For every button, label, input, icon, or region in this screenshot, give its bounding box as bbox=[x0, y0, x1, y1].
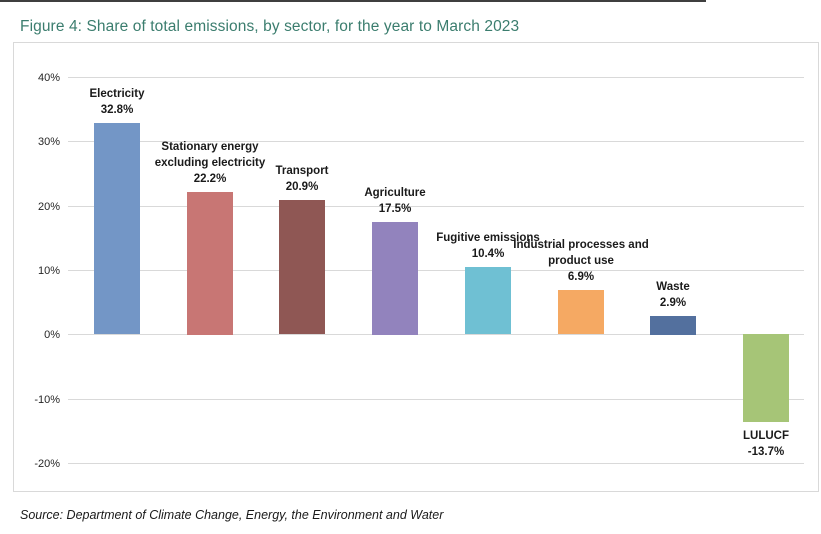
bar-lulucf bbox=[743, 334, 789, 422]
bar-label-line: 17.5% bbox=[378, 203, 412, 215]
bar-label-line: -13.7% bbox=[747, 446, 785, 458]
bar-stationary-energy-excluding-electricity bbox=[187, 192, 233, 335]
gridline bbox=[68, 141, 804, 142]
bar-label-line: 2.9% bbox=[659, 297, 687, 309]
bar-label-line: Industrial processes and bbox=[513, 239, 649, 251]
bar-waste bbox=[650, 316, 696, 335]
y-axis-tick-label: 30% bbox=[37, 136, 60, 148]
y-axis-tick-label: -20% bbox=[34, 458, 60, 470]
bar-label-line: Transport bbox=[275, 165, 329, 177]
gridline bbox=[68, 463, 804, 464]
gridline bbox=[68, 334, 804, 335]
source-note: Source: Department of Climate Change, En… bbox=[20, 508, 444, 522]
bar-label-transport: Transport 20.9% bbox=[217, 163, 387, 195]
bar-label-line: 6.9% bbox=[567, 271, 595, 283]
bar-label-line: Agriculture bbox=[364, 187, 426, 199]
bar-electricity bbox=[94, 123, 140, 334]
bar-fugitive-emissions bbox=[465, 267, 511, 334]
bar-label-line: 20.9% bbox=[285, 181, 319, 193]
gridline bbox=[68, 399, 804, 400]
y-axis-tick-label: -10% bbox=[34, 394, 60, 406]
bar-industrial-processes-and-product-use bbox=[558, 290, 604, 334]
bar-label-line: Electricity bbox=[89, 88, 145, 100]
bar-label-industrial-processes-and-product-use: Industrial processes and product use 6.9% bbox=[496, 237, 666, 285]
y-axis-tick-label: 10% bbox=[37, 265, 60, 277]
chart-frame: 40% 30% 20% 10% 0% -10% -20% Electricity 32.8% St… bbox=[13, 42, 819, 492]
bar-label-waste: Waste 2.9% bbox=[588, 279, 758, 311]
bar-agriculture bbox=[372, 222, 418, 335]
y-axis-tick-label: 40% bbox=[37, 72, 60, 84]
bar-label-line: product use bbox=[548, 255, 614, 267]
bar-label-line: 22.2% bbox=[193, 173, 227, 185]
bar-label-line: 10.4% bbox=[471, 248, 505, 260]
gridline bbox=[68, 77, 804, 78]
gridline bbox=[68, 270, 804, 271]
bar-label-line: 32.8% bbox=[100, 104, 134, 116]
bar-label-stationary-energy-excluding-electricity: Stationary energy excluding electricity 22… bbox=[125, 139, 295, 187]
page-title: Figure 4: Share of total emissions, by s… bbox=[20, 18, 520, 36]
plot-area: 40% 30% 20% 10% 0% -10% -20% Electricity 32.8% St… bbox=[14, 43, 818, 491]
bar-label-lulucf: LULUCF -13.7% bbox=[681, 428, 821, 460]
top-edge-strip bbox=[0, 0, 706, 2]
y-axis-tick-label: 0% bbox=[44, 329, 60, 341]
bar-label-line: LULUCF bbox=[743, 430, 789, 442]
bar-label-agriculture: Agriculture 17.5% bbox=[310, 185, 480, 217]
bar-label-line: Stationary energy bbox=[161, 141, 259, 153]
bar-label-fugitive-emissions: Fugitive emissions 10.4% bbox=[403, 230, 573, 262]
bar-transport bbox=[279, 200, 325, 334]
bar-label-line: excluding electricity bbox=[154, 157, 266, 169]
bar-label-line: Fugitive emissions bbox=[436, 232, 540, 244]
bar-label-electricity: Electricity 32.8% bbox=[32, 86, 202, 118]
y-axis-tick-label: 20% bbox=[37, 201, 60, 213]
gridline bbox=[68, 206, 804, 207]
bar-label-line: Waste bbox=[656, 281, 690, 293]
